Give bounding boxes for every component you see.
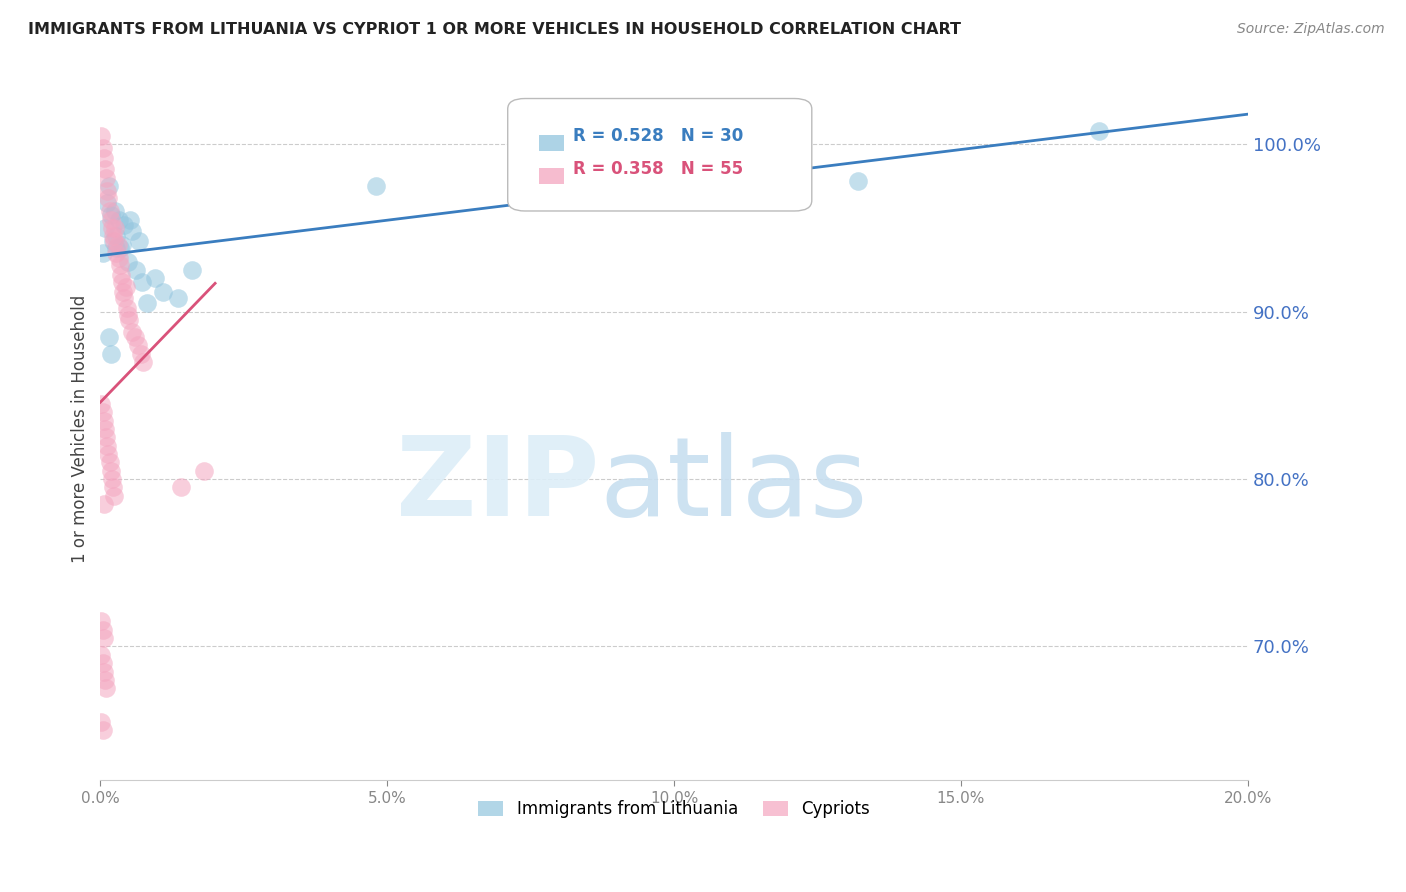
Point — [96, 439, 118, 453]
Point — [101, 480, 124, 494]
Point — [94, 430, 117, 444]
Point — [90, 128, 112, 143]
Point — [846, 174, 869, 188]
Point — [101, 235, 124, 249]
Point — [100, 346, 122, 360]
Point — [90, 397, 112, 411]
Point — [118, 313, 141, 327]
Point — [107, 251, 129, 265]
Point — [364, 179, 387, 194]
Point — [120, 212, 142, 227]
Point — [114, 218, 136, 232]
Point — [651, 154, 673, 169]
Point — [94, 673, 117, 687]
Point — [125, 263, 148, 277]
Point — [124, 330, 146, 344]
Text: IMMIGRANTS FROM LITHUANIA VS CYPRIOT 1 OR MORE VEHICLES IN HOUSEHOLD CORRELATION: IMMIGRANTS FROM LITHUANIA VS CYPRIOT 1 O… — [28, 22, 962, 37]
Point — [193, 464, 215, 478]
Point — [170, 480, 193, 494]
Point — [114, 291, 136, 305]
Point — [105, 241, 128, 255]
Point — [97, 330, 120, 344]
Point — [101, 472, 124, 486]
Point — [121, 224, 143, 238]
Text: ZIP: ZIP — [396, 432, 599, 539]
Point — [103, 235, 125, 249]
Text: R = 0.358   N = 55: R = 0.358 N = 55 — [574, 160, 744, 178]
Point — [107, 212, 129, 227]
Point — [91, 141, 114, 155]
Point — [94, 681, 117, 696]
Text: R = 0.528   N = 30: R = 0.528 N = 30 — [574, 127, 744, 145]
Point — [101, 221, 124, 235]
Point — [90, 648, 112, 662]
Point — [93, 151, 115, 165]
Point — [111, 237, 134, 252]
Point — [90, 714, 112, 729]
Point — [96, 196, 118, 211]
Point — [91, 246, 114, 260]
Point — [91, 656, 114, 670]
Point — [100, 464, 122, 478]
Point — [94, 221, 117, 235]
Point — [93, 497, 115, 511]
Point — [100, 212, 122, 227]
Point — [121, 325, 143, 339]
Point — [152, 285, 174, 299]
Point — [117, 308, 139, 322]
Point — [97, 191, 120, 205]
Point — [98, 204, 121, 219]
Point — [111, 275, 134, 289]
Point — [136, 296, 159, 310]
Point — [94, 170, 117, 185]
Point — [94, 162, 117, 177]
Point — [1087, 124, 1109, 138]
Point — [166, 291, 188, 305]
Point — [101, 229, 124, 244]
Point — [91, 405, 114, 419]
FancyBboxPatch shape — [538, 168, 564, 184]
Point — [97, 179, 120, 194]
Point — [128, 235, 150, 249]
Text: Source: ZipAtlas.com: Source: ZipAtlas.com — [1237, 22, 1385, 37]
Point — [181, 263, 204, 277]
FancyBboxPatch shape — [538, 135, 564, 151]
FancyBboxPatch shape — [508, 98, 811, 211]
Point — [132, 355, 155, 369]
Point — [104, 221, 127, 235]
Point — [97, 447, 120, 461]
Point — [93, 665, 115, 679]
Point — [90, 615, 112, 629]
Text: atlas: atlas — [599, 432, 868, 539]
Point — [91, 723, 114, 737]
Point — [110, 241, 132, 255]
Point — [115, 301, 138, 316]
Point — [112, 285, 135, 299]
Point — [127, 338, 149, 352]
Point — [93, 631, 115, 645]
Point — [143, 271, 166, 285]
Point — [98, 455, 121, 469]
Point — [110, 268, 132, 282]
Point — [94, 422, 117, 436]
Point — [93, 413, 115, 427]
Point — [104, 204, 127, 219]
Point — [103, 489, 125, 503]
Y-axis label: 1 or more Vehicles in Household: 1 or more Vehicles in Household — [72, 294, 89, 563]
Point — [129, 346, 152, 360]
Point — [117, 254, 139, 268]
Point — [107, 237, 129, 252]
Point — [105, 246, 128, 260]
Legend: Immigrants from Lithuania, Cypriots: Immigrants from Lithuania, Cypriots — [471, 793, 876, 825]
Point — [91, 623, 114, 637]
Point — [108, 258, 131, 272]
Point — [131, 275, 153, 289]
Point — [105, 229, 128, 244]
Point — [100, 208, 122, 222]
Point — [114, 279, 136, 293]
Point — [96, 184, 118, 198]
